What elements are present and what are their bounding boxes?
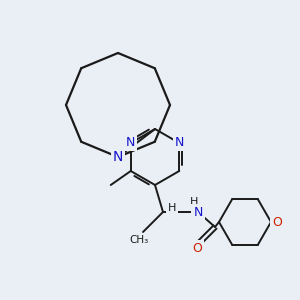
Text: O: O: [272, 215, 282, 229]
Text: H: H: [168, 203, 176, 213]
Text: CH₃: CH₃: [129, 235, 148, 245]
Text: H: H: [190, 197, 198, 207]
Text: N: N: [113, 150, 123, 164]
Text: N: N: [193, 206, 203, 218]
Text: N: N: [175, 136, 184, 149]
Text: N: N: [126, 136, 135, 149]
Text: O: O: [192, 242, 202, 254]
